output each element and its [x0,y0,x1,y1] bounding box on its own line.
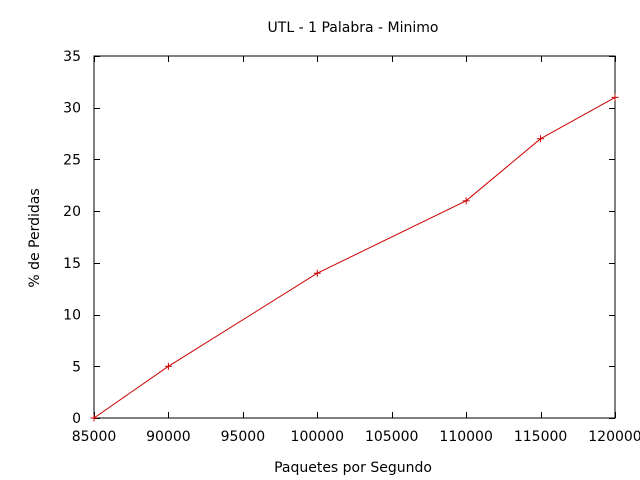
data-point [313,269,321,277]
x-axis-label: Paquetes por Segundo [274,460,432,476]
data-point [90,414,98,422]
data-point [611,93,619,101]
x-tick-label: 90000 [146,429,191,445]
x-tick-label: 85000 [72,429,117,445]
x-tick-label: 120000 [588,429,640,445]
y-tick-label: 15 [63,256,81,272]
data-point [462,197,470,205]
plot-frame [93,55,616,419]
y-tick-label: 20 [63,204,81,220]
y-tick-label: 5 [72,359,81,375]
x-tick-label: 105000 [365,429,418,445]
chart-title: UTL - 1 Palabra - Minimo [268,20,439,36]
data-point [164,362,172,370]
x-tick-label: 110000 [439,429,492,445]
series-line [93,96,616,419]
x-tick-label: 100000 [291,429,344,445]
y-tick-label: 10 [63,308,81,324]
data-point [537,135,545,143]
x-tick-label: 115000 [514,429,567,445]
ticks-layer: 85000 90000 95000 100000 105000 110000 115000 1… [63,49,640,445]
y-tick-label: 35 [63,49,81,65]
x-tick-label: 95000 [221,429,266,445]
series-layer [90,93,619,422]
y-tick-label: 0 [72,411,81,427]
y-tick-label: 25 [63,152,81,168]
y-tick-label: 30 [63,101,81,117]
y-axis-label: % de Perdidas [27,188,43,287]
